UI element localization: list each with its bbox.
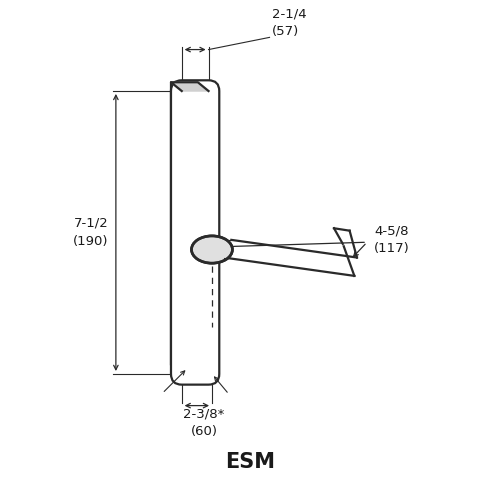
Polygon shape — [171, 82, 208, 91]
Ellipse shape — [192, 236, 232, 263]
Text: 2-1/4
(57): 2-1/4 (57) — [272, 7, 306, 38]
Text: ESM: ESM — [225, 452, 275, 471]
Text: 4-5/8
(117): 4-5/8 (117) — [374, 224, 410, 256]
Text: 2-3/8*
(60): 2-3/8* (60) — [184, 407, 225, 438]
Text: 7-1/2
(190): 7-1/2 (190) — [73, 217, 108, 248]
Polygon shape — [171, 82, 181, 374]
FancyBboxPatch shape — [171, 80, 220, 384]
